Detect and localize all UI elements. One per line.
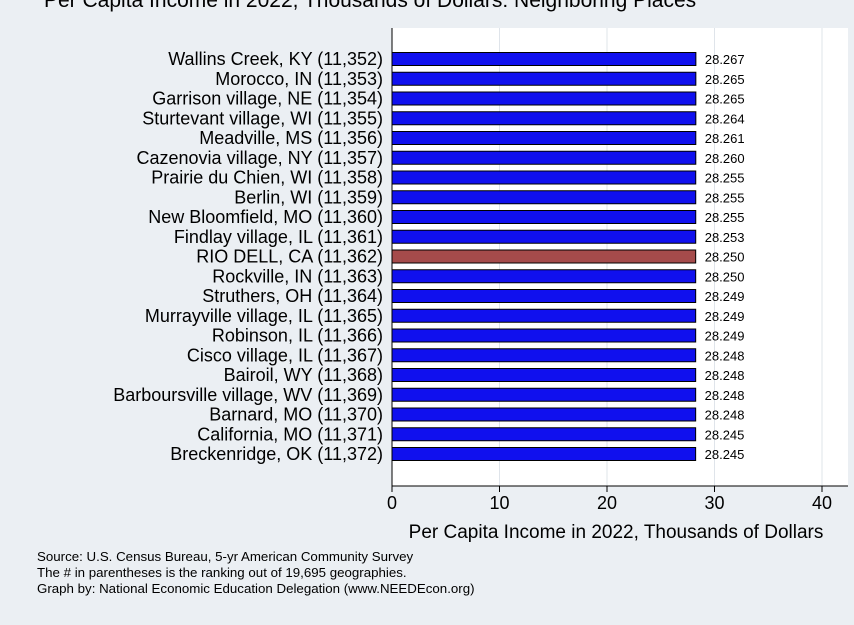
value-label: 28.260 <box>705 151 745 166</box>
bar <box>391 210 697 224</box>
value-label: 28.249 <box>705 329 745 344</box>
x-tick-label: 10 <box>489 493 509 513</box>
highlighted-bar <box>391 249 697 264</box>
value-label: 28.248 <box>705 368 745 383</box>
category-label: Struthers, OH (11,364) <box>202 286 383 306</box>
bar <box>391 328 697 343</box>
category-label: Findlay village, IL (11,361) <box>174 227 383 247</box>
value-label: 28.249 <box>705 289 745 304</box>
value-label: 28.255 <box>705 210 745 225</box>
category-label: Rockville, IN (11,363) <box>212 266 383 286</box>
value-label: 28.255 <box>705 171 745 186</box>
bar <box>391 269 697 284</box>
value-label: 28.249 <box>705 309 745 324</box>
category-label: Morocco, IN (11,353) <box>215 69 383 89</box>
bar <box>391 190 697 205</box>
bar <box>391 348 697 363</box>
bar <box>391 111 697 126</box>
value-label: 28.261 <box>705 131 745 146</box>
category-label: Wallins Creek, KY (11,352) <box>168 49 383 69</box>
category-labels: Wallins Creek, KY (11,352)Morocco, IN (1… <box>113 49 383 464</box>
value-label: 28.248 <box>705 348 745 363</box>
category-label: Meadville, MS (11,356) <box>199 128 383 148</box>
value-label: 28.245 <box>705 427 745 442</box>
category-label: Bairoil, WY (11,368) <box>224 365 383 385</box>
x-axis-ticks: 0 10 20 30 40 <box>387 486 832 513</box>
bar <box>391 52 697 66</box>
bar <box>391 131 697 145</box>
category-label: Robinson, IL (11,366) <box>212 326 383 346</box>
bar-chart: Wallins Creek, KY (11,352)Morocco, IN (1… <box>113 28 848 543</box>
category-label: Sturtevant village, WI (11,355) <box>142 108 383 128</box>
bar <box>391 387 697 402</box>
bar <box>391 308 697 323</box>
value-label: 28.253 <box>705 230 745 245</box>
chart-notes: Source: U.S. Census Bureau, 5-yr America… <box>37 549 475 597</box>
category-label: RIO DELL, CA (11,362) <box>196 247 383 267</box>
category-label: Breckenridge, OK (11,372) <box>170 444 383 464</box>
category-label: Prairie du Chien, WI (11,358) <box>151 168 383 188</box>
bar <box>391 229 697 244</box>
category-label: Cazenovia village, NY (11,357) <box>137 148 383 168</box>
value-label: 28.248 <box>705 388 745 403</box>
category-label: Barnard, MO (11,370) <box>209 405 383 425</box>
category-label: Barboursville village, WV (11,369) <box>113 385 383 405</box>
x-tick-label: 30 <box>704 493 724 513</box>
value-label: 28.248 <box>705 408 745 423</box>
bar <box>391 150 697 165</box>
category-label: Murrayville village, IL (11,365) <box>145 306 383 326</box>
value-labels: 28.267 28.265 28.265 28.264 28.261 28.260 28.2… <box>705 52 745 462</box>
x-tick-label: 40 <box>812 493 832 513</box>
bar <box>391 91 697 106</box>
bar <box>391 427 697 442</box>
category-label: California, MO (11,371) <box>197 424 383 444</box>
category-label: Berlin, WI (11,359) <box>234 187 383 207</box>
x-tick-label: 0 <box>387 493 397 513</box>
bar <box>391 71 697 86</box>
ranking-note: The # in parentheses is the ranking out … <box>37 565 407 580</box>
value-label: 28.250 <box>705 269 745 284</box>
category-label: New Bloomfield, MO (11,360) <box>148 207 383 227</box>
value-label: 28.264 <box>705 111 745 126</box>
x-axis-title: Per Capita Income in 2022, Thousands of … <box>409 522 824 543</box>
bar <box>391 368 697 382</box>
source-note: Source: U.S. Census Bureau, 5-yr America… <box>37 549 414 564</box>
value-label: 28.267 <box>705 52 745 67</box>
bar <box>391 447 697 461</box>
bars <box>391 52 697 461</box>
category-label: Garrison village, NE (11,354) <box>152 89 383 109</box>
credit-note: Graph by: National Economic Education De… <box>37 581 475 596</box>
category-label: Cisco village, IL (11,367) <box>187 345 383 365</box>
value-label: 28.245 <box>705 447 745 462</box>
x-tick-label: 20 <box>597 493 617 513</box>
bar <box>391 170 697 185</box>
chart-title: Per Capita Income in 2022, Thousands of … <box>44 0 697 12</box>
value-label: 28.265 <box>705 72 745 87</box>
bar <box>391 407 697 422</box>
value-label: 28.250 <box>705 250 745 265</box>
value-label: 28.265 <box>705 92 745 107</box>
value-label: 28.255 <box>705 190 745 205</box>
bar <box>391 289 697 303</box>
